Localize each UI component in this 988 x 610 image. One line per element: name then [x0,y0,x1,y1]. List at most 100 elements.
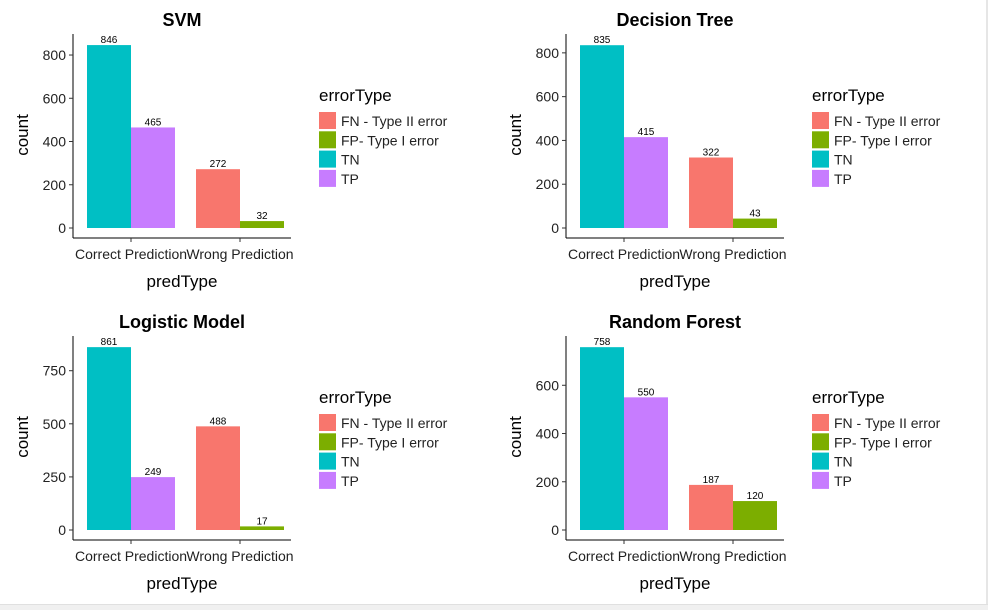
legend: errorType FN - Type II error FP- Type I er… [319,86,448,187]
y-tick-label: 0 [58,220,66,236]
legend-label: TP [834,171,852,187]
bar-value-label: 415 [638,127,655,138]
legend-label: FP- Type I error [834,132,932,148]
chart-panel: Logistic Model 0 250 500 750 861 249 488 17 Corre… [13,312,448,593]
bar [87,45,131,228]
legend-label: TN [834,454,853,470]
chart-panel: Decision Tree 0 200 400 600 800 835 415 322 43 Cor… [506,10,941,291]
legend-swatch [812,131,829,149]
bar [196,426,240,530]
bar [733,218,777,228]
bar [131,127,175,228]
x-tick-label: Correct Prediction [568,246,680,262]
y-tick-label: 400 [536,132,560,148]
window-edge-right [986,0,988,610]
legend-label: TN [834,152,853,168]
bar-value-label: 120 [747,491,764,502]
bar [196,169,240,228]
legend-swatch [812,169,829,187]
legend-label: FN - Type II error [834,113,941,129]
legend: errorType FN - Type II error FP- Type I er… [812,86,941,187]
bar-value-label: 861 [101,337,118,348]
legend-label: FP- Type I error [341,132,439,148]
x-tick-label: Correct Prediction [75,548,187,564]
y-tick-label: 500 [43,416,67,432]
legend: errorType FN - Type II error FP- Type I er… [319,388,448,489]
bar [87,347,131,530]
chart-title: SVM [162,10,201,30]
legend-title: errorType [812,388,885,407]
legend-label: FP- Type I error [341,434,439,450]
bar-value-label: 32 [256,211,268,222]
legend-label: TP [834,473,852,489]
y-tick-label: 200 [536,474,560,490]
legend-swatch [319,433,336,451]
legend-label: FN - Type II error [341,415,448,431]
y-tick-label: 200 [43,177,67,193]
legend-swatch [812,150,829,168]
bar [580,45,624,229]
bar-value-label: 488 [210,416,227,427]
legend-title: errorType [319,86,392,105]
legend-label: TP [341,171,359,187]
y-tick-label: 800 [536,45,560,61]
chart-title: Logistic Model [119,312,245,332]
legend-swatch [319,150,336,168]
y-tick-label: 0 [551,220,559,236]
x-tick-label: Correct Prediction [568,548,680,564]
legend-swatch [812,471,829,489]
x-axis-label: predType [640,272,711,291]
y-tick-label: 0 [551,522,559,538]
bar-value-label: 550 [638,387,655,398]
bar-value-label: 846 [101,35,118,46]
legend-swatch [812,414,829,431]
x-axis-label: predType [147,574,218,593]
bar-value-label: 17 [256,516,268,527]
y-axis-label: count [506,114,525,156]
x-tick-label: Wrong Prediction [186,548,293,564]
legend-label: FN - Type II error [341,113,448,129]
bar [624,397,668,530]
y-tick-label: 600 [43,90,67,106]
y-tick-label: 750 [43,363,67,379]
bar [240,221,284,228]
legend-swatch [319,471,336,489]
legend-label: TP [341,473,359,489]
y-tick-label: 0 [58,522,66,538]
legend-swatch [319,414,336,431]
legend-swatch [319,112,336,129]
bar [689,484,733,530]
bar [689,157,733,228]
y-axis-label: count [13,416,32,458]
legend-swatch [319,452,336,470]
legend: errorType FN - Type II error FP- Type I er… [812,388,941,489]
chart-panel: Random Forest 0 200 400 600 758 550 187 120 Corre… [506,312,941,593]
y-tick-label: 200 [536,176,560,192]
bar-value-label: 835 [594,35,611,46]
legend-swatch [812,112,829,129]
y-tick-label: 250 [43,469,67,485]
bar-value-label: 249 [145,467,162,478]
y-tick-label: 800 [43,47,67,63]
bar [240,526,284,530]
bar-value-label: 272 [210,159,227,170]
bar-value-label: 758 [594,337,611,348]
legend-swatch [319,131,336,149]
bar-value-label: 322 [703,148,720,159]
y-tick-label: 400 [43,134,67,150]
x-tick-label: Correct Prediction [75,246,187,262]
bar [580,347,624,530]
x-axis-label: predType [147,272,218,291]
legend-swatch [812,452,829,470]
bar [624,137,668,228]
legend-label: TN [341,152,360,168]
y-axis-label: count [506,416,525,458]
x-tick-label: Wrong Prediction [186,246,293,262]
window-edge-bottom [0,604,988,610]
x-axis-label: predType [640,574,711,593]
bar [733,501,777,530]
chart-title: Random Forest [609,312,741,332]
legend-label: TN [341,454,360,470]
legend-title: errorType [812,86,885,105]
legend-label: FP- Type I error [834,434,932,450]
